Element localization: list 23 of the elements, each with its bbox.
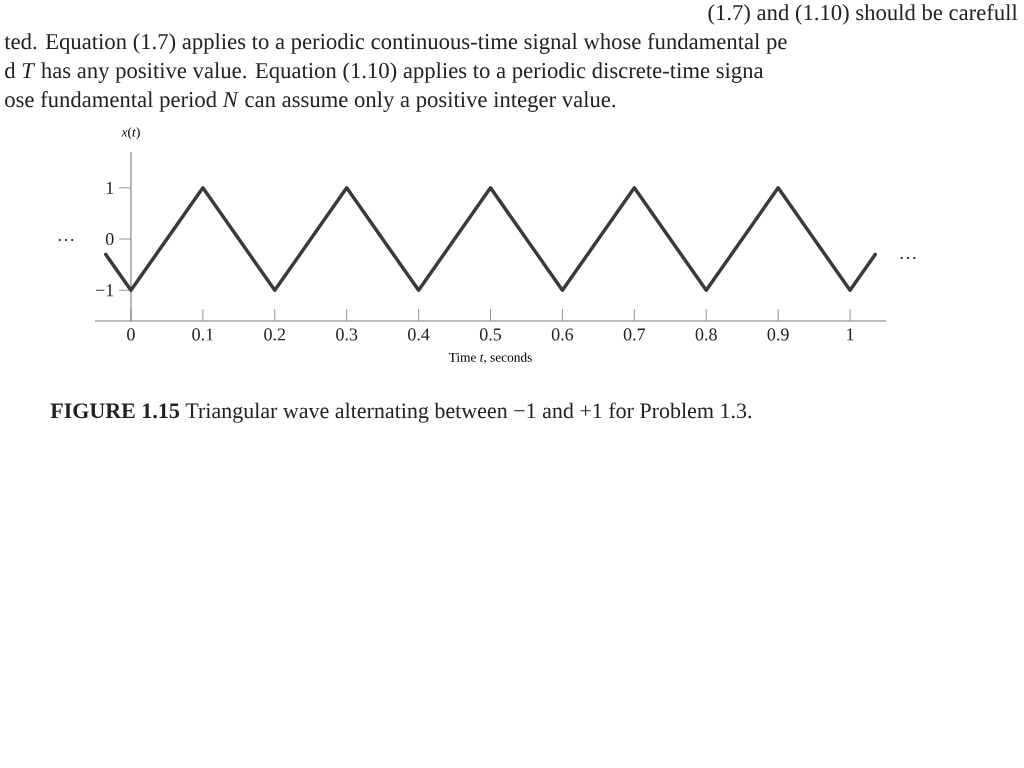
x-tick-label: 0.1 — [192, 328, 214, 341]
x-tick-label: 0.4 — [408, 328, 430, 341]
x-tick-label: 0.5 — [479, 328, 502, 341]
x-tick-label: 0.6 — [551, 328, 574, 341]
text: (1.7) and (1.10) should be carefull — [708, 4, 1018, 25]
text: d T has any positive value. Equation (1.10) applies to a periodic discrete-time signa — [5, 62, 764, 83]
y-axis-title: x(t) — [121, 127, 140, 140]
x-tick-label: 0.2 — [264, 328, 286, 341]
x-tick-label: 0.9 — [767, 328, 789, 341]
text: … — [58, 238, 74, 242]
text: ose fundamental period N can assume only a positive integer value. — [5, 91, 616, 112]
text: … — [900, 256, 916, 260]
text: ted. Equation (1.7) applies to a periodic continuous-time signal whose fundamental pe — [4, 33, 787, 54]
y-tick-label: 0 — [105, 232, 114, 246]
x-axis-title: Time t, seconds — [448, 352, 532, 364]
x-tick-label: 0.3 — [336, 328, 358, 341]
x-tick-label: 0.7 — [623, 328, 646, 341]
y-tick-label: −1 — [95, 284, 114, 297]
x-tick-label: 1 — [847, 328, 854, 341]
x-tick-label: 0.8 — [695, 328, 717, 341]
x-tick-label: 0 — [127, 328, 135, 341]
text: FIGURE 1.15 Triangular wave alternating between −1 and +1 for Problem 1.3. — [50, 402, 752, 423]
y-tick-label: 1 — [106, 181, 114, 194]
